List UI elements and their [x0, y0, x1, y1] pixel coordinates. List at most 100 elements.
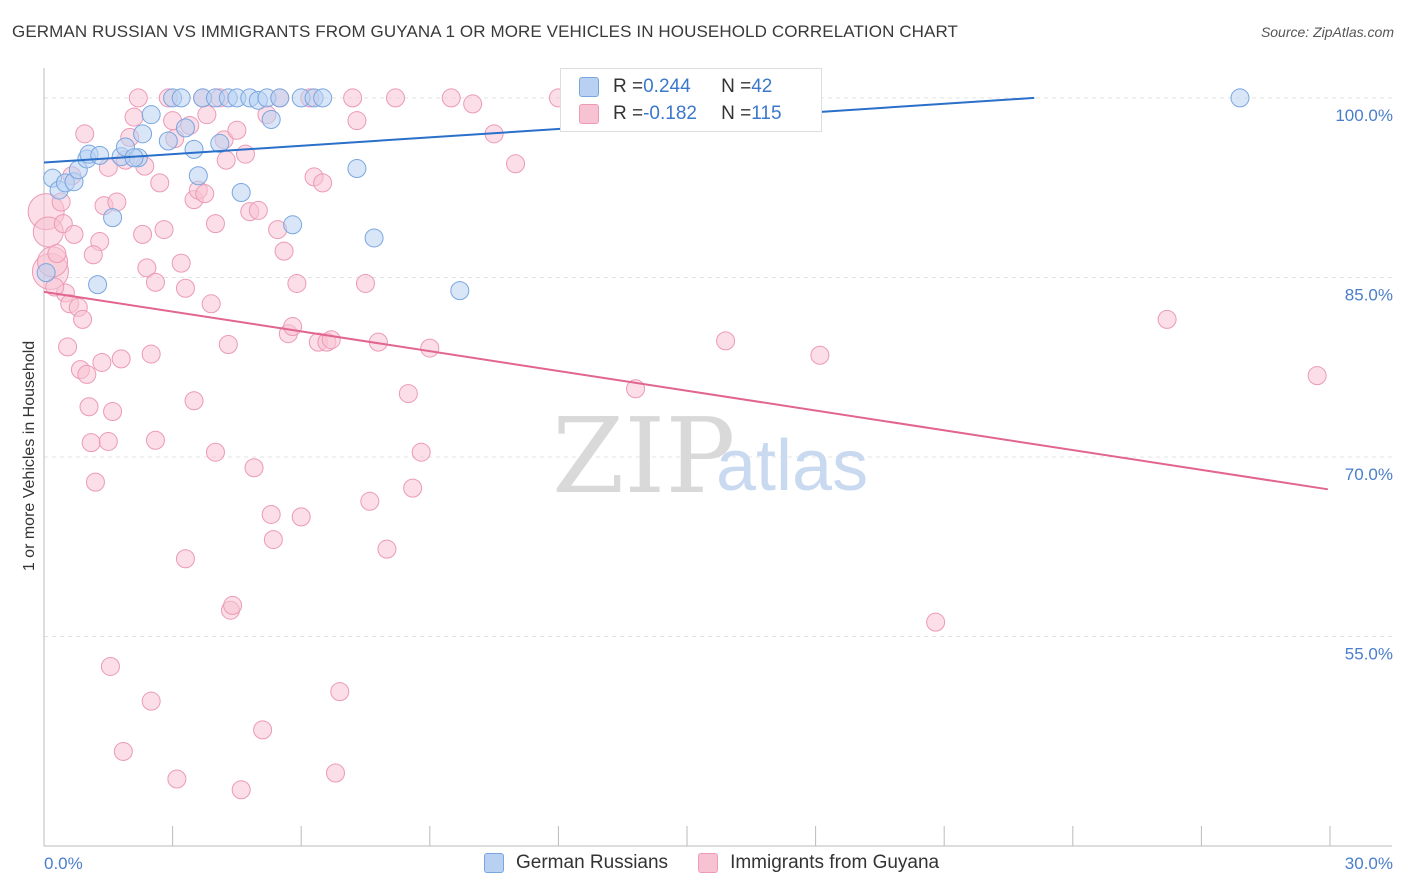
data-point: [195, 184, 215, 204]
y-tick-label: 55.0%: [1345, 645, 1393, 664]
legend-swatch-pink: [698, 853, 719, 873]
legend-r-label: R =: [613, 103, 644, 124]
data-point: [88, 275, 108, 295]
data-point: [197, 105, 217, 125]
legend-swatch-blue: [484, 853, 504, 873]
data-point: [926, 612, 946, 632]
data-point: [1307, 366, 1327, 386]
data-point: [133, 124, 153, 144]
x-tick-label: 30.0%: [1345, 854, 1393, 873]
watermark-zip: ZIP: [552, 395, 735, 517]
data-point: [175, 118, 195, 138]
data-point: [403, 478, 423, 498]
y-tick-label: 100.0%: [1335, 106, 1393, 125]
data-point: [287, 273, 307, 293]
data-point: [36, 263, 56, 283]
data-point: [441, 88, 461, 108]
data-point: [141, 105, 161, 125]
data-point: [386, 88, 406, 108]
legend-r-label: R =: [613, 76, 644, 97]
watermark-atlas: atlas: [716, 426, 868, 506]
data-point: [1157, 309, 1177, 329]
legend-item-german-russians[interactable]: German Russians: [484, 852, 668, 874]
data-point: [58, 337, 78, 357]
data-point: [218, 334, 238, 354]
data-point: [100, 656, 120, 676]
data-point: [124, 107, 144, 127]
data-point: [79, 397, 99, 417]
data-point: [810, 345, 830, 365]
trend-line: [43, 96, 1035, 164]
data-point: [420, 338, 440, 358]
data-point: [463, 94, 483, 114]
data-point: [270, 88, 290, 108]
data-point: [205, 214, 225, 234]
data-point: [398, 384, 418, 404]
data-point: [356, 273, 375, 293]
data-point: [291, 507, 311, 527]
data-point: [103, 402, 123, 422]
data-point: [313, 88, 333, 108]
data-point: [330, 682, 350, 702]
data-point: [141, 691, 161, 711]
legend-n-label: N =: [721, 76, 752, 97]
data-point: [90, 145, 110, 165]
y-tick-label: 85.0%: [1345, 285, 1393, 304]
data-point: [85, 472, 105, 492]
correlation-legend: R = 0.244 N = 42 R = -0.182 N = 115: [560, 68, 822, 132]
data-point: [506, 154, 526, 174]
data-point: [223, 595, 243, 615]
legend-label: Immigrants from Guyana: [730, 852, 940, 873]
data-point: [210, 133, 230, 153]
trend-line: [43, 290, 1329, 491]
data-point: [73, 309, 93, 329]
data-point: [175, 278, 195, 298]
legend-label: German Russians: [516, 852, 669, 873]
data-point: [231, 182, 251, 202]
data-point: [150, 173, 170, 193]
data-point: [235, 144, 255, 164]
data-point: [231, 780, 251, 800]
data-point: [83, 245, 103, 265]
data-point: [201, 294, 221, 314]
data-point: [347, 159, 367, 179]
data-point: [325, 763, 345, 783]
data-point: [283, 317, 303, 337]
data-point: [77, 364, 97, 384]
legend-n-value: 42: [751, 76, 773, 97]
data-point: [158, 131, 178, 151]
data-point: [347, 111, 367, 131]
legend-row-guyana: R = -0.182 N = 115: [579, 102, 782, 126]
data-point: [45, 277, 65, 297]
trend-lines: [43, 96, 1329, 491]
watermark: ZIP atlas: [552, 395, 868, 517]
tick-labels: 55.0% 70.0% 85.0% 100.0% 0.0% 30.0%: [44, 106, 1393, 873]
data-point: [360, 491, 380, 511]
data-point: [141, 344, 161, 364]
data-point: [128, 88, 148, 108]
grid-layer: [44, 97, 1392, 638]
data-point: [103, 208, 123, 228]
data-point: [145, 430, 165, 450]
legend-item-immigrants-from-guyana[interactable]: Immigrants from Guyana: [698, 852, 939, 874]
data-point: [321, 330, 341, 350]
source-credit: Source: ZipAtlas.com: [1260, 24, 1394, 40]
data-point: [175, 549, 195, 569]
data-point: [261, 109, 281, 129]
data-point: [64, 224, 84, 244]
data-point: [167, 769, 187, 789]
data-point: [171, 253, 191, 273]
data-point: [274, 241, 294, 261]
data-point: [92, 352, 112, 372]
data-point: [450, 281, 470, 301]
data-point: [283, 215, 303, 235]
data-point: [137, 258, 157, 278]
data-point: [377, 539, 397, 559]
data-point: [244, 458, 264, 478]
legend-row-german-russians: R = 0.244 N = 42: [579, 75, 772, 99]
y-tick-label: 70.0%: [1345, 465, 1393, 484]
series-legend: German Russians Immigrants from Guyana: [484, 852, 969, 874]
legend-n-label: N =: [721, 103, 752, 124]
data-point: [343, 88, 363, 108]
